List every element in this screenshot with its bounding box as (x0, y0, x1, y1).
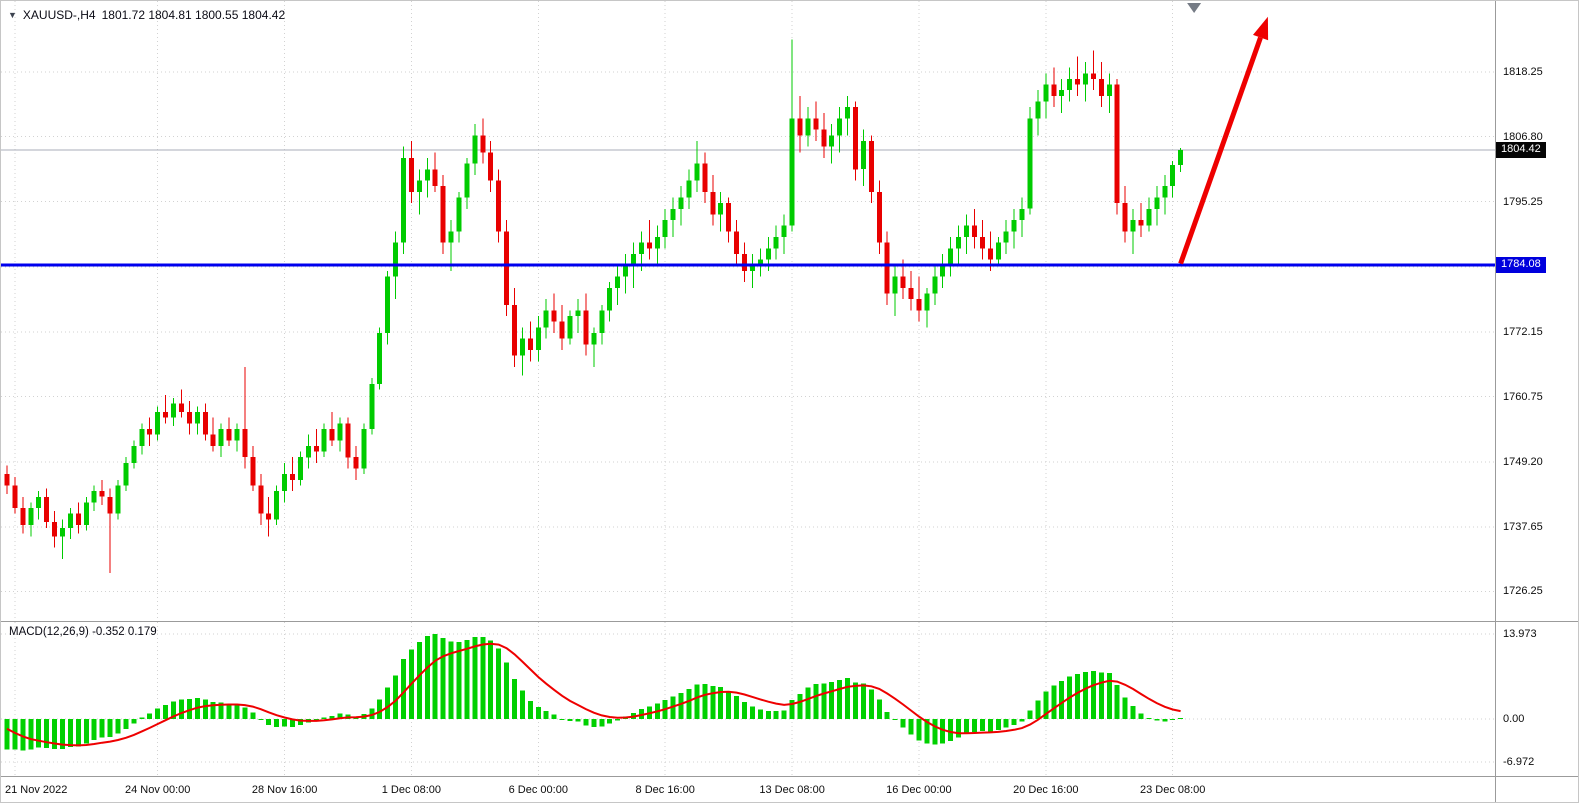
price-axis-label: 1737.65 (1503, 521, 1543, 533)
time-axis-label: 23 Dec 08:00 (1139, 784, 1206, 796)
macd-panel-canvas[interactable] (1, 622, 1495, 776)
macd-axis-label: -6.972 (1503, 755, 1535, 768)
price-axis-label: 1795.25 (1503, 195, 1543, 208)
time-axis-label: 28 Nov 16:00 (251, 784, 318, 796)
trend-arrow[interactable] (1178, 16, 1269, 265)
price-axis-label: 1806.80 (1503, 130, 1543, 143)
macd-signal-line (6, 642, 1181, 747)
price-axis-label: 1760.75 (1503, 390, 1543, 403)
price-axis-label: 1749.20 (1503, 455, 1543, 468)
candles (4, 39, 1184, 573)
price-axis-separator (1495, 1, 1496, 802)
time-axis[interactable]: 21 Nov 2022 24 Nov 00:00 28 Nov 16:00 1 Dec… (1, 777, 1495, 802)
main-chart-canvas[interactable] (1, 1, 1495, 621)
time-axis-label: 20 Dec 16:00 (1013, 784, 1079, 796)
macd-axis-label: 13.973 (1503, 627, 1537, 640)
macd-grid-lines (1, 622, 1495, 776)
time-axis-label: 24 Nov 00:00 (124, 784, 191, 796)
time-axis-label: 1 Dec 08:00 (381, 784, 442, 796)
time-axis-label: 16 Dec 00:00 (886, 784, 952, 796)
panel-separator[interactable] (1, 621, 1578, 622)
time-axis-label: 8 Dec 16:00 (635, 784, 695, 796)
macd-histogram (4, 633, 1184, 751)
chart-shift-marker-icon[interactable] (1187, 3, 1202, 13)
price-axis[interactable]: 1804.42 1784.08 1818.25 1806.80 1795.25 177… (1496, 1, 1578, 802)
time-axis-label: 13 Dec 08:00 (759, 784, 825, 796)
price-axis-label: 1726.25 (1503, 585, 1543, 598)
macd-axis-label: 0.00 (1503, 713, 1525, 726)
time-axis-label: 6 Dec 00:00 (508, 784, 568, 796)
grid-lines (1, 1, 1495, 621)
price-axis-label: 1818.25 (1503, 65, 1543, 78)
price-axis-label: 1772.15 (1503, 326, 1543, 339)
time-axis-label: 21 Nov 2022 (5, 784, 68, 796)
time-axis-separator (1, 776, 1578, 777)
ohlc-readout: 1801.72 1804.81 1800.55 1804.42 (101, 8, 286, 22)
symbol-timeframe-label: XAUUSD-,H4 (22, 8, 96, 22)
support-line-price-badge: 1784.08 (1496, 256, 1546, 273)
last-price-badge: 1804.42 (1496, 142, 1546, 158)
one-click-trading-arrow-icon[interactable]: ▼ (8, 9, 17, 20)
symbol-info: ▼ XAUUSD-,H4 1801.72 1804.81 1800.55 180… (8, 8, 285, 22)
macd-indicator-label: MACD(12,26,9) -0.352 0.179 (9, 626, 157, 638)
